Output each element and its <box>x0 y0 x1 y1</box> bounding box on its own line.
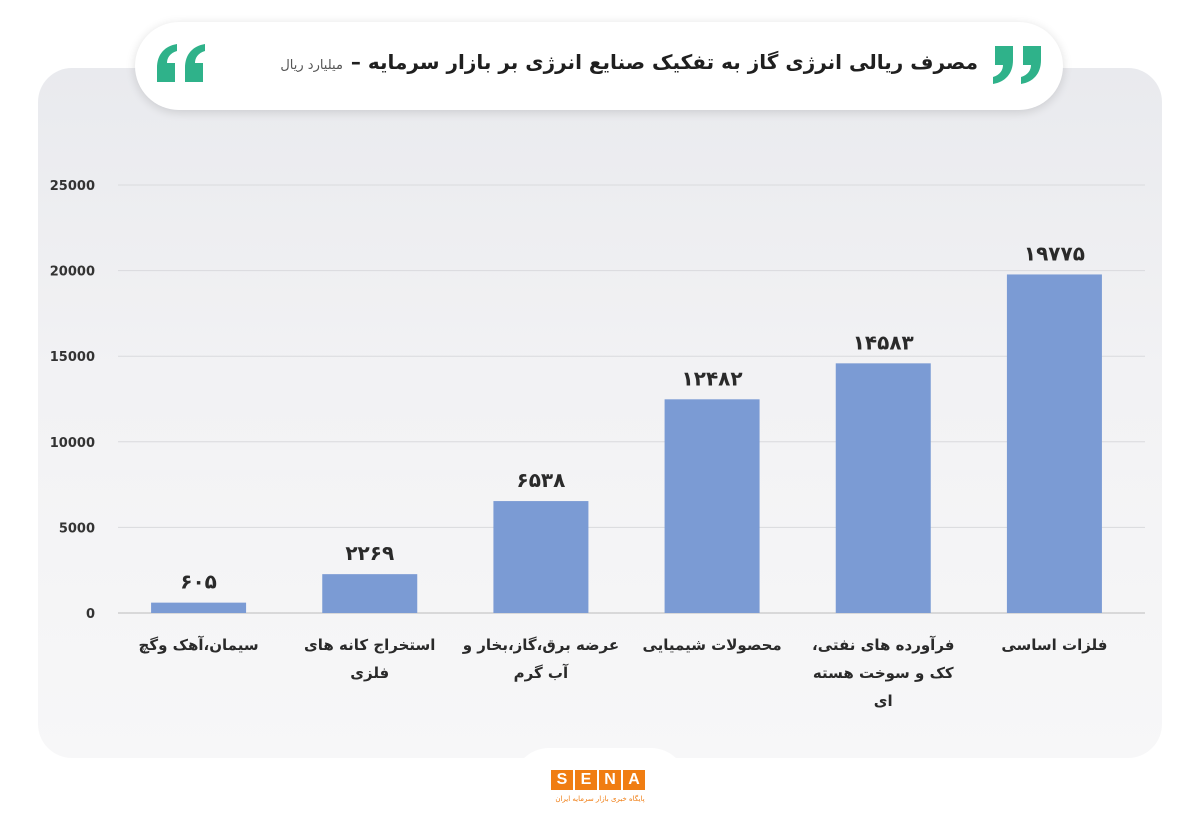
logo-tagline: پایگاه خبری بازار سرمایه ایران <box>555 795 645 803</box>
y-tick-label: 0 <box>86 607 95 622</box>
y-tick-label: 15000 <box>50 350 95 365</box>
x-tick-label: عرضه برق،گاز،بخار و <box>462 636 619 654</box>
unit-label: میلیارد ریال <box>280 58 343 73</box>
x-tick-label: کک و سوخت هسته <box>813 664 954 682</box>
data-label: ۲۲۶۹ <box>345 541 394 565</box>
bar <box>151 602 247 613</box>
title-banner: مصرف ریالی انرژی گاز به تفکیک صنایع انرژ… <box>135 22 1063 110</box>
y-tick-label: 10000 <box>50 436 95 451</box>
chart-card <box>38 68 1162 758</box>
logo-letter: N <box>599 770 621 790</box>
data-label: ۶۵۳۸ <box>517 468 566 492</box>
bar <box>835 363 931 613</box>
data-label: ۶۰۵ <box>180 570 217 594</box>
logo-letter: E <box>575 770 597 790</box>
open-quote-icon <box>157 44 205 82</box>
x-tick-label: فلزات اساسی <box>1001 636 1107 654</box>
data-label: ۱۹۷۷۵ <box>1024 241 1085 265</box>
x-tick-label: ای <box>874 692 893 710</box>
x-tick-label: محصولات شیمیایی <box>642 636 781 654</box>
bar <box>1006 274 1102 613</box>
y-tick-label: 20000 <box>50 265 95 280</box>
bar <box>493 501 589 613</box>
chart-title: مصرف ریالی انرژی گاز به تفکیک صنایع انرژ… <box>350 50 978 74</box>
bar <box>664 399 760 613</box>
bar <box>322 574 418 613</box>
x-tick-label: آب گرم <box>514 664 569 682</box>
data-label: ۱۲۴۸۲ <box>682 366 743 390</box>
x-tick-label: استخراج کانه های <box>304 636 435 654</box>
x-tick-label: سیمان،آهک وگچ <box>139 636 259 654</box>
close-quote-icon <box>993 46 1041 84</box>
y-tick-label: 25000 <box>50 179 95 194</box>
x-tick-label: فرآورده های نفتی، <box>812 636 954 654</box>
x-tick-label: فلزی <box>350 664 389 682</box>
y-tick-label: 5000 <box>59 521 95 536</box>
logo-letter: S <box>551 770 573 790</box>
logo-letter: A <box>623 770 645 790</box>
data-label: ۱۴۵۸۳ <box>853 330 914 354</box>
